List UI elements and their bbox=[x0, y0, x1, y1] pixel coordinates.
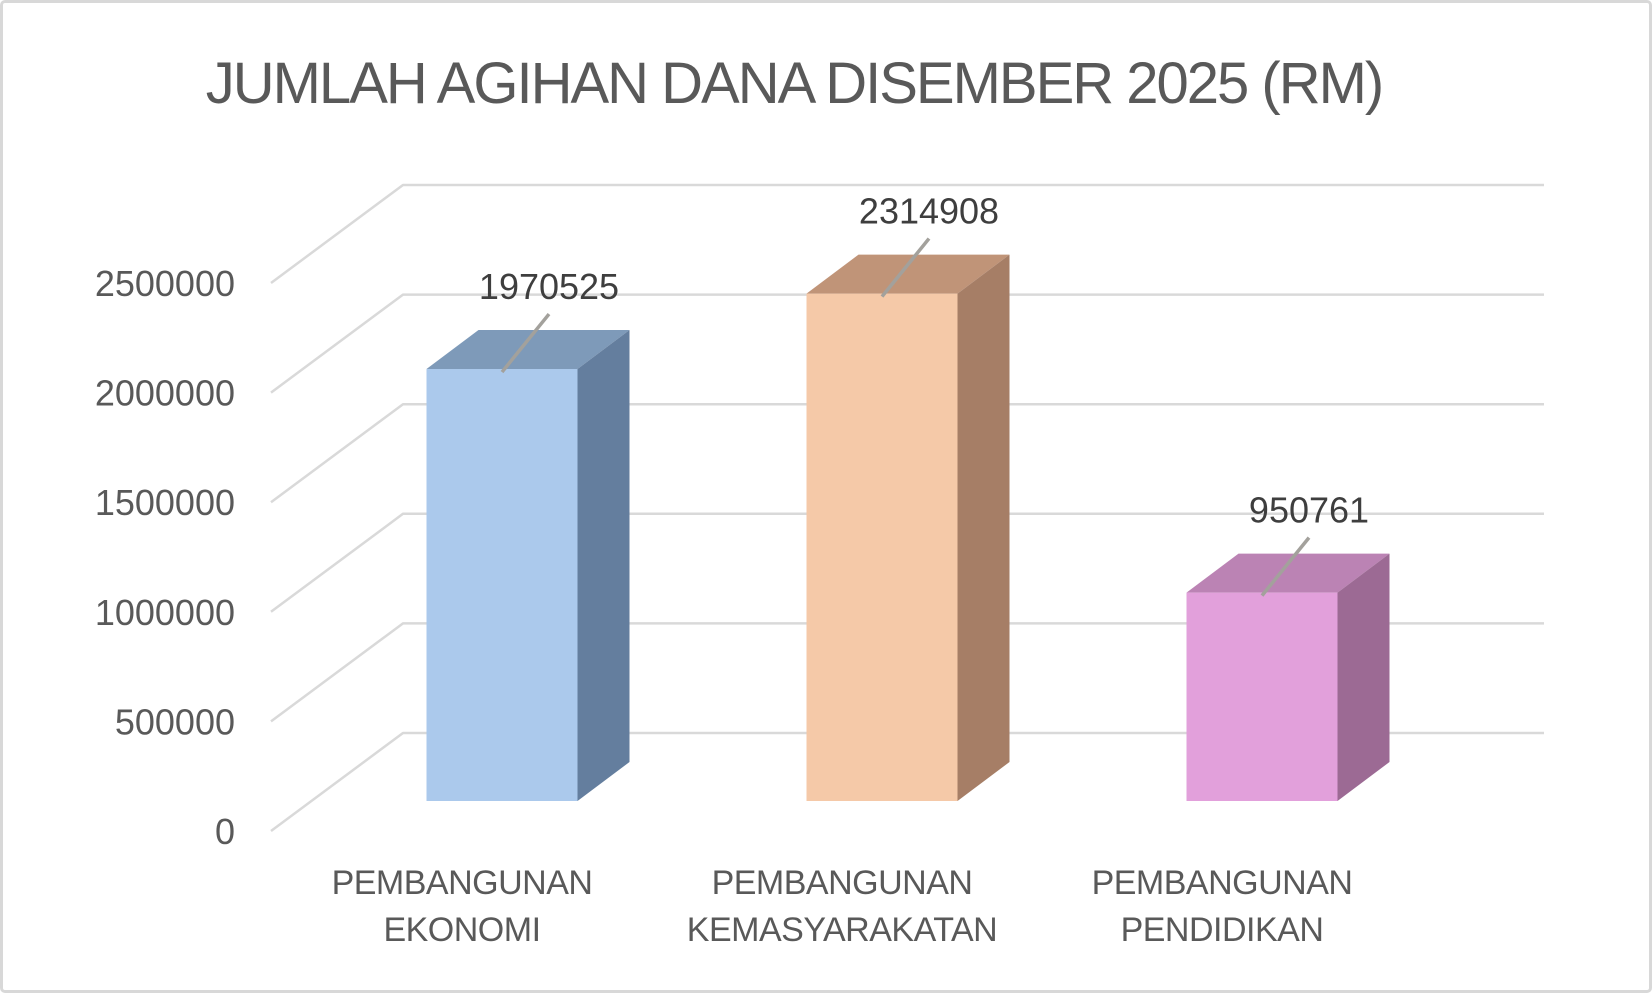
bar-pembangunan-pendidikan bbox=[1186, 553, 1390, 801]
data-label-leader-line bbox=[880, 237, 931, 298]
gridline-0 bbox=[270, 731, 1544, 833]
gridline-500000 bbox=[270, 622, 1544, 723]
y-axis-tick-label: 2000000 bbox=[95, 373, 235, 414]
y-axis-tick-labels-group: 0 500000 1000000 1500000 2000000 2500000 bbox=[95, 263, 235, 852]
y-axis-tick-label: 500000 bbox=[115, 701, 235, 742]
gridline-2500000 bbox=[270, 183, 1544, 285]
bar-chart-canvas: 0 500000 1000000 1500000 2000000 2500000 1970… bbox=[95, 51, 1544, 949]
x-axis-category-labels-group: PEMBANGUNAN EKONOMI PEMBANGUNAN KEMASYARAKA… bbox=[332, 864, 1353, 949]
bars-group bbox=[426, 254, 1390, 802]
data-label: 950761 bbox=[1249, 490, 1369, 531]
y-axis-tick-label: 1000000 bbox=[95, 592, 235, 633]
y-axis-tick-label: 2500000 bbox=[95, 263, 235, 304]
gridline-1000000 bbox=[270, 512, 1544, 613]
gridlines-group bbox=[270, 183, 1544, 833]
x-axis-category-label: PEMBANGUNAN bbox=[332, 864, 593, 902]
y-axis-tick-label: 0 bbox=[215, 811, 235, 852]
bar-front-face bbox=[426, 369, 578, 801]
bar-side-face bbox=[1337, 553, 1390, 801]
x-axis-category-label: PENDIDIKAN bbox=[1121, 911, 1324, 949]
bar-pembangunan-ekonomi bbox=[426, 330, 630, 801]
x-axis-category-label: KEMASYARAKATAN bbox=[687, 911, 997, 949]
gridline-1500000 bbox=[270, 402, 1544, 504]
bar-front-face bbox=[1186, 592, 1338, 801]
bar-front-face bbox=[806, 293, 958, 801]
x-axis-category-label: EKONOMI bbox=[383, 911, 540, 949]
x-axis-category-label: PEMBANGUNAN bbox=[1092, 864, 1353, 902]
gridline-2000000 bbox=[270, 293, 1544, 394]
bar-top-face bbox=[806, 254, 1010, 294]
bar-side-face bbox=[577, 330, 630, 801]
data-label-leader-line bbox=[1260, 536, 1311, 597]
bar-pembangunan-kemasyarakatan bbox=[806, 254, 1010, 802]
data-labels-group: 1970525 2314908 950761 bbox=[479, 191, 1369, 531]
bar-top-face bbox=[1186, 553, 1390, 593]
bar-side-face bbox=[957, 254, 1010, 802]
bar-top-face bbox=[426, 330, 630, 370]
data-label-leader-line bbox=[500, 312, 551, 374]
data-label: 1970525 bbox=[479, 266, 619, 307]
data-label-leader-lines-group bbox=[500, 237, 1311, 597]
y-axis-tick-label: 1500000 bbox=[95, 482, 235, 523]
data-label: 2314908 bbox=[859, 191, 999, 232]
chart-title: JUMLAH AGIHAN DANA DISEMBER 2025 (RM) bbox=[206, 51, 1383, 116]
x-axis-category-label: PEMBANGUNAN bbox=[712, 864, 973, 902]
